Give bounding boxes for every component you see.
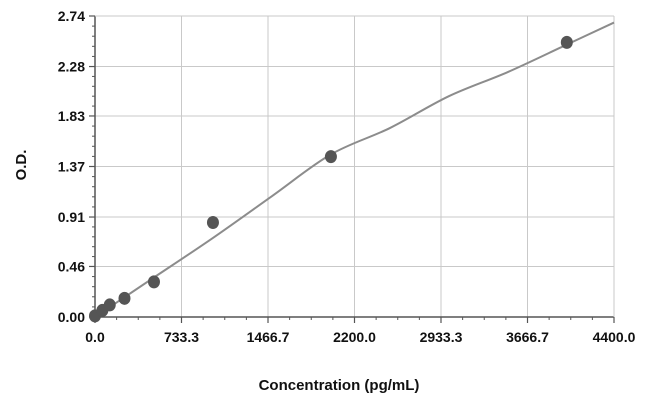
x-axis-label: Concentration (pg/mL)	[259, 377, 420, 394]
y-axis-label: O.D.	[13, 150, 30, 181]
data-point	[206, 216, 219, 230]
grid-lines	[95, 15, 614, 317]
x-tick-label: 3666.7	[506, 329, 549, 345]
x-tick-label: 4400.0	[593, 329, 636, 345]
data-point	[118, 291, 131, 305]
y-tick-label: 1.37	[58, 159, 85, 175]
y-tick-label: 2.28	[58, 59, 85, 75]
y-tick-label: 1.83	[58, 108, 85, 124]
y-tick-label: 2.74	[58, 8, 85, 24]
data-point	[560, 35, 573, 49]
data-points	[89, 35, 573, 323]
data-point	[147, 275, 160, 289]
y-tick-label: 0.46	[58, 258, 85, 274]
data-point	[103, 298, 116, 312]
x-axis-ticks: 0.0 733.3 1466.7 2200.0 2933.3 3666.7 4400.0	[85, 317, 636, 345]
x-tick-label: 1466.7	[247, 329, 290, 345]
data-point	[324, 150, 337, 164]
x-tick-label: 733.3	[164, 329, 199, 345]
y-tick-label: 0.00	[58, 309, 85, 325]
x-tick-label: 0.0	[85, 329, 105, 345]
y-axis-ticks: 0.00 0.46 0.91 1.37 1.83 2.28 2.74	[58, 8, 95, 325]
x-tick-label: 2200.0	[333, 329, 376, 345]
x-tick-label: 2933.3	[420, 329, 463, 345]
y-tick-label: 0.91	[58, 209, 85, 225]
